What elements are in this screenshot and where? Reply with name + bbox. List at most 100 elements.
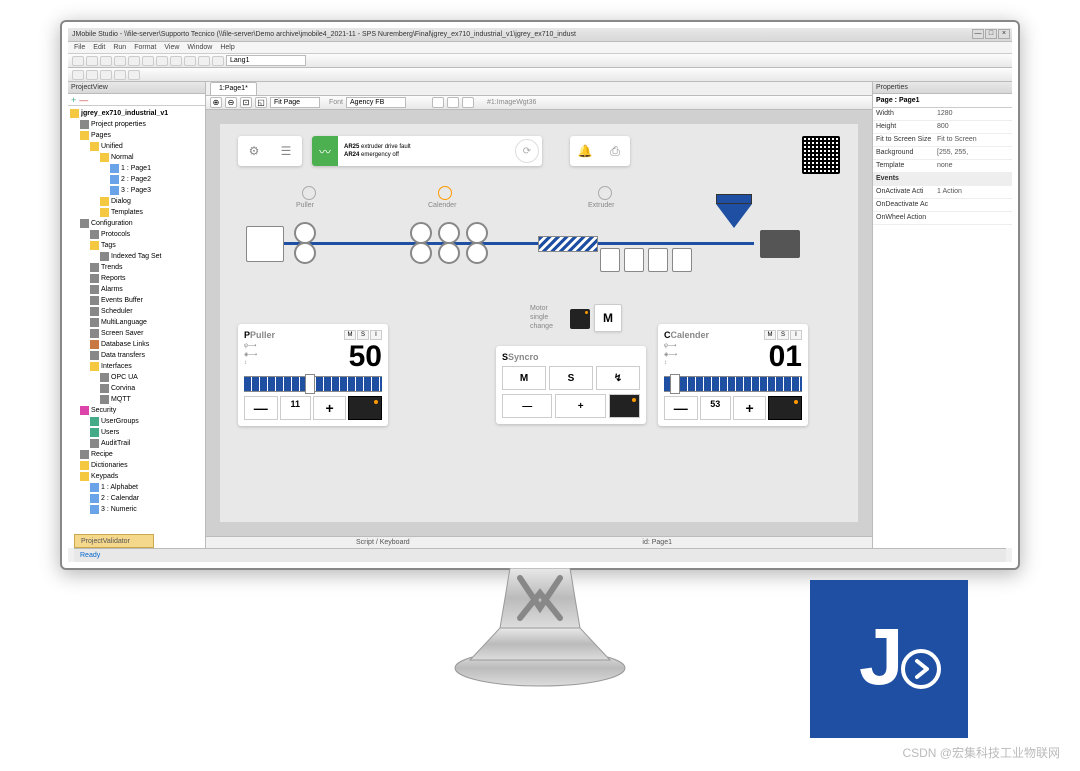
tb-paste-icon[interactable] (142, 56, 154, 66)
menu-run[interactable]: Run (113, 42, 126, 53)
puller-minus-btn[interactable]: — (244, 396, 278, 420)
tree-interfaces[interactable]: Interfaces (101, 361, 132, 372)
tb-stop-icon[interactable] (198, 56, 210, 66)
syncro-minus-btn[interactable]: — (502, 394, 552, 418)
prop-ondeact-v[interactable] (935, 199, 1012, 211)
prop-tpl-v[interactable]: none (935, 160, 1012, 172)
tb-download-icon[interactable] (212, 56, 224, 66)
prop-bg-v[interactable]: [255, 255, (935, 147, 1012, 159)
tree-mqtt[interactable]: MQTT (111, 394, 131, 405)
tree-screensaver[interactable]: Screen Saver (101, 328, 143, 339)
font-select[interactable]: Agency FB (346, 97, 406, 108)
zoom-in-icon[interactable]: ⊕ (210, 97, 222, 108)
tree-keypads[interactable]: Keypads (91, 471, 118, 482)
zoom-100-icon[interactable]: ◱ (255, 97, 267, 108)
script-tab[interactable]: Script / Keyboard (356, 539, 410, 546)
align-left-icon[interactable] (432, 97, 444, 108)
tree-alarms[interactable]: Alarms (101, 284, 123, 295)
tree-protocols[interactable]: Protocols (101, 229, 130, 240)
tree-page1[interactable]: 1 : Page1 (121, 163, 151, 174)
tree-tags[interactable]: Tags (101, 240, 116, 251)
menu-format[interactable]: Format (134, 42, 156, 53)
tree-trends[interactable]: Trends (101, 262, 123, 273)
tree-page2[interactable]: 2 : Page2 (121, 174, 151, 185)
maximize-button[interactable]: □ (985, 29, 997, 39)
tree-corvina[interactable]: Corvina (111, 383, 135, 394)
tree-kpcal[interactable]: 2 : Calendar (101, 493, 139, 504)
puller-plus-btn[interactable]: + (313, 396, 347, 420)
menu-edit[interactable]: Edit (93, 42, 105, 53)
prop-width-v[interactable]: 1280 (935, 108, 1012, 120)
tree-kpalpha[interactable]: 1 : Alphabet (101, 482, 138, 493)
syncro-s-btn[interactable]: S (549, 366, 593, 390)
calender-slider[interactable] (664, 376, 802, 392)
menu-window[interactable]: Window (187, 42, 212, 53)
tree-scheduler[interactable]: Scheduler (101, 306, 133, 317)
tree-normal[interactable]: Normal (111, 152, 134, 163)
tree-templates[interactable]: Templates (111, 207, 143, 218)
tb-run-icon[interactable] (184, 56, 196, 66)
tree-multilang[interactable]: MultiLanguage (101, 317, 147, 328)
tree-users[interactable]: Users (101, 427, 119, 438)
tb2-b[interactable] (86, 70, 98, 80)
sliders-icon[interactable]: ⚙ (246, 143, 262, 159)
tree-config[interactable]: Configuration (91, 218, 133, 229)
tb2-a[interactable] (72, 70, 84, 80)
syncro-plus-btn[interactable]: + (555, 394, 605, 418)
tb-copy-icon[interactable] (128, 56, 140, 66)
tree-dict[interactable]: Dictionaries (91, 460, 128, 471)
prop-onact-v[interactable]: 1 Action (935, 186, 1012, 198)
add-icon[interactable]: + (71, 95, 76, 105)
puller-m-btn[interactable]: M (344, 330, 356, 340)
tree-kpnum[interactable]: 3 : Numeric (101, 504, 137, 515)
zoom-fit-icon[interactable]: ⊡ (240, 97, 252, 108)
align-right-icon[interactable] (462, 97, 474, 108)
tree-page3[interactable]: 3 : Page3 (121, 185, 151, 196)
tree-opcua[interactable]: OPC UA (111, 372, 138, 383)
bell-icon[interactable]: 🔔 (577, 143, 593, 159)
tree-pages[interactable]: Pages (91, 130, 111, 141)
tree-audit[interactable]: AuditTrail (101, 438, 130, 449)
close-button[interactable]: × (998, 29, 1010, 39)
tb-save-icon[interactable] (100, 56, 112, 66)
tree-reports[interactable]: Reports (101, 273, 126, 284)
tree-dblinks[interactable]: Database Links (101, 339, 149, 350)
tb-undo-icon[interactable] (156, 56, 168, 66)
tree-root[interactable]: jgrey_ex710_industrial_v1 (81, 108, 168, 119)
project-tree[interactable]: jgrey_ex710_industrial_v1 Project proper… (68, 106, 205, 548)
align-center-icon[interactable] (447, 97, 459, 108)
canvas-tab[interactable]: 1:Page1* (210, 82, 257, 95)
tree-recipe[interactable]: Recipe (91, 449, 113, 460)
puller-slider[interactable] (244, 376, 382, 392)
tree-usergroups[interactable]: UserGroups (101, 416, 139, 427)
tb-cut-icon[interactable] (114, 56, 126, 66)
tb-redo-icon[interactable] (170, 56, 182, 66)
motor-m-button[interactable]: M (594, 304, 622, 332)
tb2-e[interactable] (128, 70, 140, 80)
cal-minus-btn[interactable]: — (664, 396, 698, 420)
tb2-c[interactable] (100, 70, 112, 80)
cal-plus-btn[interactable]: + (733, 396, 767, 420)
alarm-refresh-icon[interactable]: ⟳ (515, 139, 539, 163)
tb-new-icon[interactable] (72, 56, 84, 66)
print-icon[interactable]: ⎙ (607, 143, 623, 159)
menu-view[interactable]: View (164, 42, 179, 53)
cal-i-btn[interactable]: I (790, 330, 802, 340)
menu-help[interactable]: Help (220, 42, 234, 53)
validator-tab[interactable]: ProjectValidator (74, 534, 154, 548)
syncro-z-btn[interactable]: ↯ (596, 366, 640, 390)
zoom-out-icon[interactable]: ⊖ (225, 97, 237, 108)
tree-security[interactable]: Security (91, 405, 116, 416)
menu-icon[interactable]: ☰ (278, 143, 294, 159)
canvas[interactable]: ⚙ ☰ 〰 AR25 extruder drive fault AR24 eme… (206, 110, 872, 536)
lang-select[interactable]: Lang1 (226, 55, 306, 66)
tree-datatrans[interactable]: Data transfers (101, 350, 145, 361)
fit-select[interactable]: Fit Page (270, 97, 320, 108)
puller-s-btn[interactable]: S (357, 330, 369, 340)
prop-height-v[interactable]: 800 (935, 121, 1012, 133)
tree-indexed[interactable]: Indexed Tag Set (111, 251, 161, 262)
minimize-button[interactable]: — (972, 29, 984, 39)
remove-icon[interactable]: — (79, 95, 88, 105)
tree-dialog[interactable]: Dialog (111, 196, 131, 207)
syncro-m-btn[interactable]: M (502, 366, 546, 390)
